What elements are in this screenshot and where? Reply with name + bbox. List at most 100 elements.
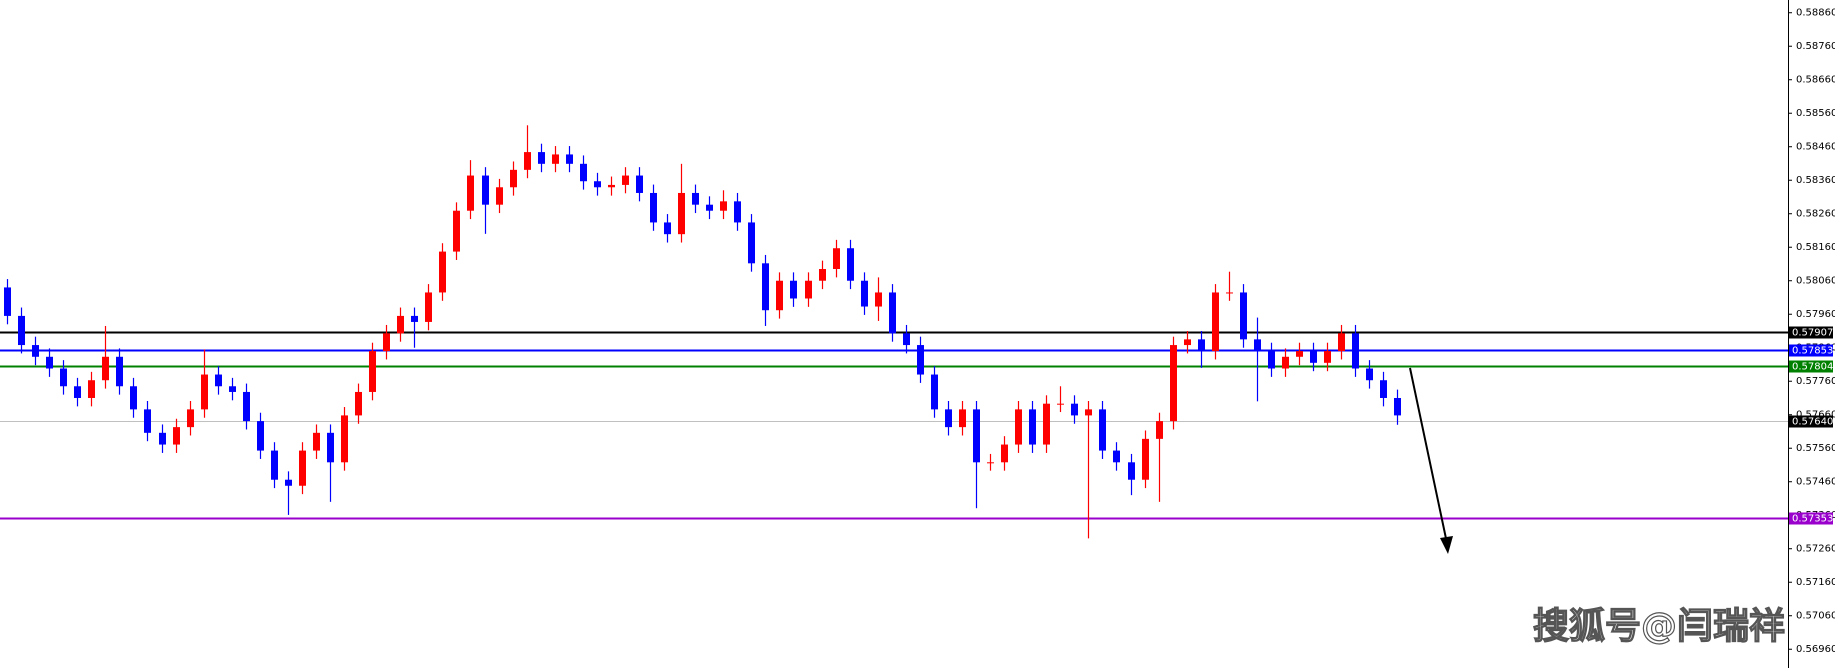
candle-body xyxy=(102,356,109,381)
candle-body xyxy=(776,280,783,311)
candle-body xyxy=(130,386,137,410)
candle-body xyxy=(411,315,418,322)
candle-body xyxy=(1366,368,1373,381)
y-tick-label: 0.58060 xyxy=(1796,276,1835,287)
candle-body xyxy=(833,248,840,270)
candle-body xyxy=(1142,438,1149,480)
candle-body xyxy=(144,409,151,433)
candle-body xyxy=(692,192,699,205)
y-tick-label: 0.58760 xyxy=(1796,41,1835,52)
candle-body xyxy=(229,386,236,392)
level-label: 0.57804 xyxy=(1792,362,1833,373)
y-tick-label: 0.58460 xyxy=(1796,142,1835,153)
y-tick-label: 0.58160 xyxy=(1796,242,1835,253)
candle-body xyxy=(819,269,826,281)
candle-body xyxy=(341,415,348,463)
candle-body xyxy=(552,154,559,164)
candle-body xyxy=(355,391,362,416)
ticks: 0.58860 0.58760 0.58660 0.58560 0.58460 0.583… xyxy=(1788,8,1835,655)
candle-body xyxy=(116,356,123,387)
candle-body xyxy=(973,409,980,463)
candle-body xyxy=(1352,333,1359,369)
candle-body xyxy=(945,409,952,428)
candle-body xyxy=(4,287,11,316)
candle-body xyxy=(60,368,67,387)
level-labels: 0.57907 0.57853 0.57804 0.57640 0.57353 xyxy=(1789,326,1833,525)
candle-body xyxy=(594,181,601,188)
candle-body xyxy=(425,292,432,322)
candle-body xyxy=(32,345,39,357)
candle-body xyxy=(1380,380,1387,398)
candle-body xyxy=(1240,292,1247,340)
candle-body xyxy=(88,380,95,398)
candle-body xyxy=(1338,333,1345,352)
candle-body xyxy=(467,175,474,211)
candle-body xyxy=(1071,403,1078,416)
candle-body xyxy=(383,333,390,352)
candle-body xyxy=(1085,409,1092,416)
candle-body xyxy=(482,175,489,205)
candle-body xyxy=(243,391,250,422)
candle-body xyxy=(1015,409,1022,445)
candle-body xyxy=(1057,403,1064,405)
candle-body xyxy=(889,292,896,334)
candle-body xyxy=(706,204,713,211)
watermark: 搜狐号@闫瑞祥 xyxy=(1533,606,1785,647)
level-label: 0.57907 xyxy=(1792,328,1833,339)
candle-body xyxy=(439,251,446,293)
candle-body xyxy=(299,450,306,486)
candle-body xyxy=(1394,397,1401,416)
candle-body xyxy=(987,462,994,464)
candle-body xyxy=(1198,339,1205,352)
candle-body xyxy=(1113,450,1120,463)
candle-body xyxy=(1254,339,1261,352)
y-tick-label: 0.57660 xyxy=(1796,410,1835,421)
candle-body xyxy=(636,175,643,193)
candle-body xyxy=(1282,356,1289,369)
y-tick-label: 0.58360 xyxy=(1796,175,1835,186)
candle-body xyxy=(327,432,334,463)
candle-body xyxy=(271,450,278,480)
candle-body xyxy=(1043,403,1050,445)
arrow-shaft xyxy=(1409,367,1449,549)
candle-body xyxy=(748,222,755,264)
level-label-box xyxy=(1789,326,1833,339)
candle-body xyxy=(1324,351,1331,363)
candle-body xyxy=(762,263,769,311)
candle-body xyxy=(875,292,882,307)
candle-body xyxy=(650,192,657,223)
candle-body xyxy=(1310,351,1317,363)
candle-body xyxy=(1212,292,1219,352)
level-label-box xyxy=(1789,360,1833,373)
y-tick-label: 0.57760 xyxy=(1796,376,1835,387)
candle-body xyxy=(496,187,503,205)
candle-body xyxy=(608,184,615,188)
y-tick-label: 0.57460 xyxy=(1796,477,1835,488)
y-tick-label: 0.57560 xyxy=(1796,443,1835,454)
candle-body xyxy=(861,280,868,307)
candle-body xyxy=(510,169,517,188)
candle-body xyxy=(1029,409,1036,445)
candle-body xyxy=(1184,339,1191,346)
y-tick-label: 0.57060 xyxy=(1796,611,1835,622)
candle-body xyxy=(1226,292,1233,294)
candle-body xyxy=(1001,444,1008,463)
candle-body xyxy=(1296,351,1303,357)
candle-body xyxy=(74,386,81,398)
candle-body xyxy=(566,154,573,164)
y-tick-label: 0.58260 xyxy=(1796,209,1835,220)
candle-body xyxy=(790,280,797,299)
candle-body xyxy=(257,421,264,451)
level-label-box xyxy=(1789,415,1833,428)
y-tick-label: 0.58660 xyxy=(1796,75,1835,86)
candle-body xyxy=(187,409,194,428)
y-tick-label: 0.57960 xyxy=(1796,309,1835,320)
candle-body xyxy=(1268,351,1275,369)
y-tick-label: 0.56960 xyxy=(1796,644,1835,655)
candle-body xyxy=(173,427,180,445)
candle-body xyxy=(734,201,741,223)
y-tick-label: 0.58860 xyxy=(1796,8,1835,19)
candle-body xyxy=(524,152,531,170)
candle-body xyxy=(622,175,629,185)
